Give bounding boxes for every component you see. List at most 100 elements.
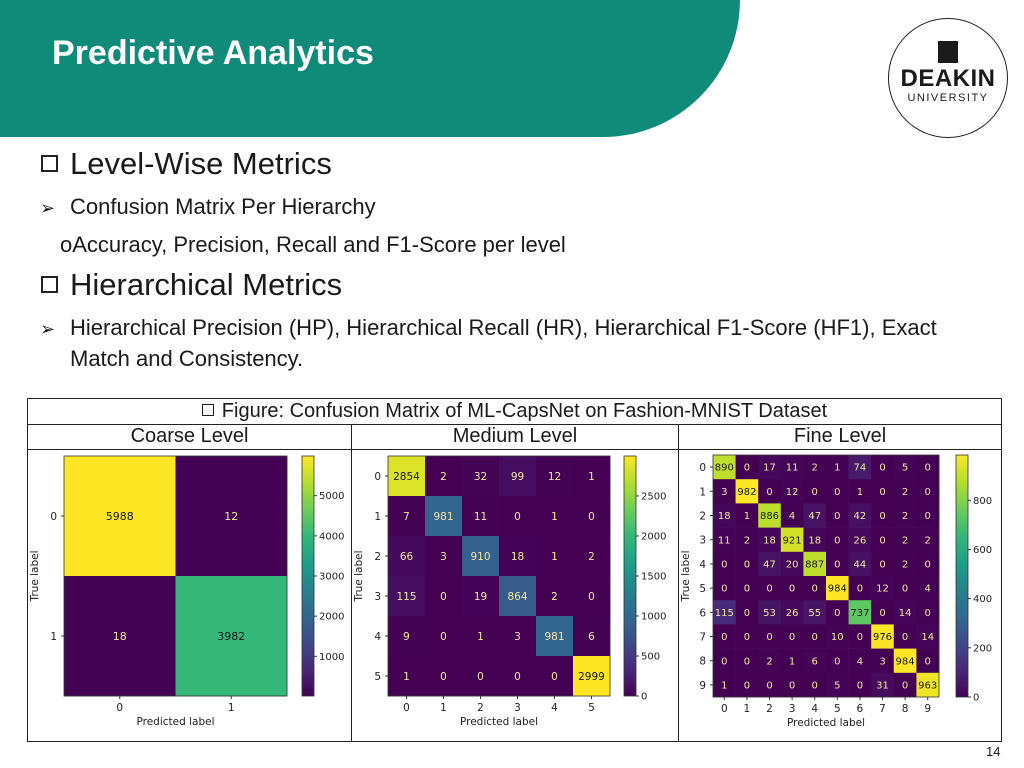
x-tick-label: 0 [721,703,728,715]
cell-value-label: 0 [744,632,750,643]
matrix-frame [387,455,611,697]
cell-value-label: 0 [721,560,727,571]
x-tick-label: 1 [744,703,751,715]
matrix-cell [848,624,872,649]
cell-value-label: 74 [854,463,867,474]
x-tick-label: 4 [551,702,558,714]
matrix-cell [916,624,940,649]
cell-value-label: 20 [786,560,799,571]
cell-value-label: 11 [718,535,731,546]
matrix-cell [713,672,736,698]
cell-value-label: 0 [744,656,750,667]
matrix-cell [536,616,574,657]
matrix-cell [388,656,426,697]
x-tick-label: 6 [857,703,864,715]
cell-value-label: 1 [588,471,595,483]
matrix-cell [735,600,759,625]
x-tick-label: 3 [789,703,796,715]
circle-bullet-icon: o [60,232,73,257]
cell-value-label: 2854 [393,471,420,483]
x-tick-label: 2 [766,703,773,715]
matrix-cell [758,672,782,698]
cell-value-label: 5988 [106,510,134,523]
matrix-cell [573,656,611,697]
matrix-cell [780,576,804,601]
panel-title: Fine Level [679,424,1001,450]
cell-value-label: 0 [834,487,840,498]
matrix-cell [916,551,940,577]
cell-value-label: 0 [925,463,931,474]
cell-value-label: 1 [551,511,558,523]
cell-value-label: 0 [766,681,772,692]
matrix-cell [871,672,895,698]
matrix-cell [848,479,872,504]
cell-value-label: 0 [857,632,863,643]
cell-value-label: 53 [763,608,776,619]
matrix-cell [388,456,426,497]
colorbar-tick-label: 3000 [319,572,344,583]
cell-value-label: 0 [902,584,908,595]
matrix-cell [893,503,917,528]
cell-value-label: 18 [763,535,776,546]
cell-value-label: 19 [474,591,487,603]
cell-value-label: 3 [879,656,885,667]
cell-value-label: 0 [812,632,818,643]
figure-box: Figure: Confusion Matrix of ML-CapsNet o… [27,398,1002,742]
matrix-cell [758,479,782,504]
cell-value-label: 0 [879,487,885,498]
matrix-cell [64,576,176,697]
y-axis-label: True label [29,550,41,602]
matrix-cell [916,527,940,553]
cell-value-label: 0 [551,671,558,683]
y-tick-label: 2 [374,551,381,563]
matrix-cell [916,503,940,528]
colorbar-tick-label: 0 [641,692,647,703]
y-tick-label: 4 [374,631,381,643]
cell-value-label: 3 [440,551,447,563]
matrix-cell [848,551,872,577]
matrix-cell [713,479,736,504]
matrix-cell [803,455,827,480]
matrix-cell [758,648,782,674]
cell-value-label: 115 [715,608,734,619]
matrix-cell [780,527,804,553]
y-axis-label: True label [353,550,365,602]
panel-title: Medium Level [352,424,678,450]
cell-value-label: 7 [403,511,410,523]
cell-value-label: 0 [766,584,772,595]
cell-value-label: 6 [588,631,595,643]
cell-value-label: 99 [511,471,524,483]
matrix-cell [780,624,804,649]
cell-value-label: 2 [902,511,908,522]
cell-value-label: 0 [440,631,447,643]
bullet-hierarchical-metrics: Hierarchical Metrics [41,267,342,303]
arrow-bullet-icon: ➢ [40,198,56,218]
matrix-cell [826,600,849,625]
matrix-cell [735,648,759,674]
cell-value-label: 4 [925,584,931,595]
bullet-text: Match and Consistency. [70,346,304,371]
cell-value-label: 0 [879,463,885,474]
cell-value-label: 0 [925,487,931,498]
matrix-cell [803,624,827,649]
matrix-cell [893,576,917,601]
cell-value-label: 1 [744,511,750,522]
cell-value-label: 0 [812,487,818,498]
x-tick-label: 4 [811,703,818,715]
cell-value-label: 47 [763,560,776,571]
matrix-cell [536,576,574,617]
matrix-cell [848,527,872,553]
cell-value-label: 0 [925,608,931,619]
colorbar-tick-label: 500 [641,651,660,662]
cell-value-label: 11 [786,463,799,474]
cell-value-label: 0 [789,681,795,692]
matrix-cell [462,616,500,657]
cell-value-label: 0 [789,584,795,595]
colorbar-tick-label: 2000 [641,531,666,542]
matrix-cell [388,576,426,617]
matrix-cell [462,496,500,537]
matrix-cell [803,551,827,577]
cell-value-label: 0 [902,681,908,692]
matrix-cell [64,456,176,577]
